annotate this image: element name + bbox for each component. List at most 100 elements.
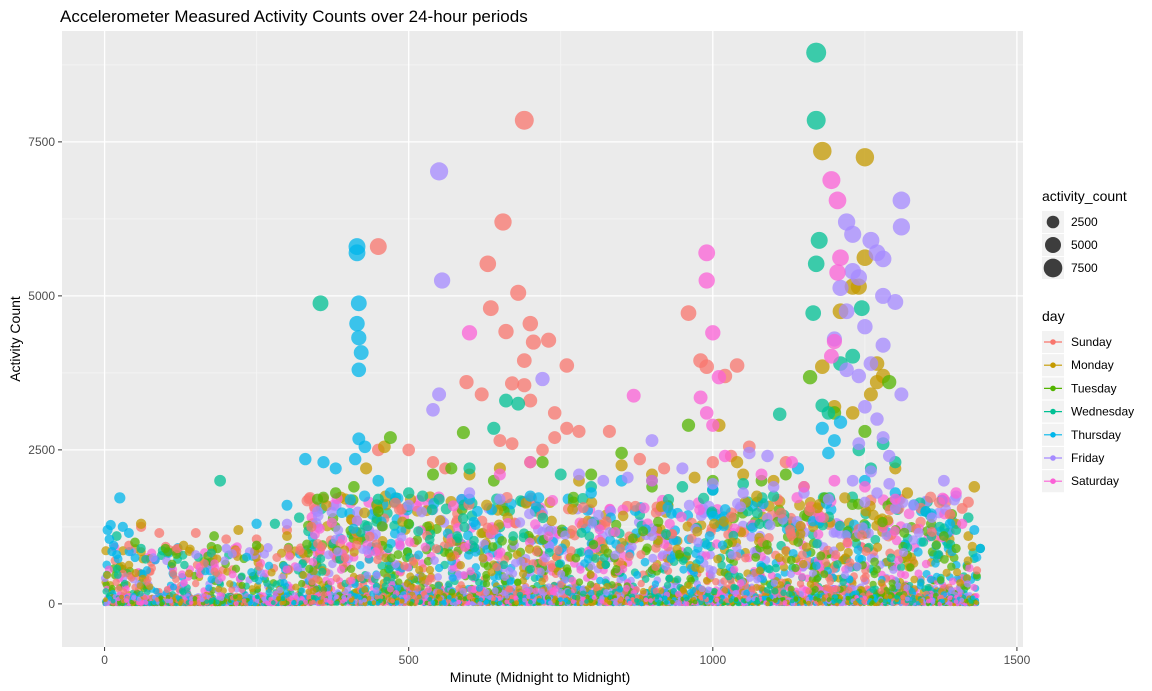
- background-point: [804, 505, 815, 517]
- background-point: [593, 509, 604, 521]
- background-point: [247, 593, 254, 600]
- background-point: [771, 587, 779, 595]
- background-point: [967, 541, 978, 552]
- background-point: [713, 554, 723, 564]
- background-point: [640, 557, 650, 567]
- background-point: [430, 556, 439, 565]
- background-point: [796, 580, 805, 588]
- background-point: [505, 585, 513, 593]
- background-point: [748, 585, 756, 593]
- background-point: [854, 554, 864, 563]
- background-point: [918, 537, 929, 547]
- background-point: [743, 589, 750, 597]
- background-point: [869, 586, 877, 594]
- background-point: [648, 553, 658, 563]
- background-point: [827, 586, 835, 594]
- dense-point-cloud: [100, 490, 982, 607]
- background-point: [452, 531, 463, 541]
- background-point: [751, 490, 763, 502]
- background-point: [264, 561, 274, 571]
- background-point: [169, 569, 178, 578]
- background-point: [956, 579, 964, 587]
- background-point: [889, 526, 900, 537]
- background-point: [356, 573, 365, 582]
- background-point: [596, 590, 603, 597]
- background-point: [112, 578, 120, 586]
- background-point: [972, 566, 982, 575]
- background-point: [298, 579, 306, 588]
- background-point: [835, 542, 846, 552]
- background-point: [502, 518, 514, 529]
- background-point: [770, 579, 779, 587]
- background-point: [584, 531, 595, 542]
- background-point: [456, 560, 465, 570]
- background-point: [633, 570, 642, 579]
- background-point: [394, 584, 402, 592]
- background-point: [192, 579, 200, 588]
- background-point: [948, 577, 957, 586]
- background-point: [425, 565, 435, 575]
- background-point: [488, 524, 499, 536]
- background-point: [586, 561, 596, 571]
- background-point: [525, 537, 535, 548]
- background-point: [693, 537, 703, 548]
- background-point: [185, 569, 194, 578]
- background-point: [508, 531, 519, 542]
- background-point: [758, 584, 766, 592]
- background-point: [557, 580, 565, 589]
- background-point: [685, 581, 693, 590]
- background-point: [263, 579, 271, 587]
- background-point: [347, 576, 356, 585]
- background-point: [470, 519, 481, 531]
- background-point: [601, 560, 611, 569]
- background-point: [413, 526, 424, 537]
- background-point: [872, 565, 881, 574]
- background-point: [516, 557, 526, 566]
- background-point: [710, 587, 718, 595]
- background-point: [797, 590, 805, 598]
- background-point: [704, 586, 712, 594]
- background-point: [665, 574, 673, 583]
- background-point: [721, 587, 729, 595]
- background-point: [603, 583, 611, 591]
- background-point: [120, 588, 128, 595]
- background-point: [651, 543, 661, 553]
- background-point: [679, 565, 688, 574]
- background-point: [220, 556, 229, 566]
- background-point: [965, 563, 974, 573]
- background-point: [812, 539, 822, 549]
- background-point: [415, 565, 424, 575]
- background-point: [872, 542, 883, 552]
- background-point: [886, 553, 896, 563]
- background-point: [446, 552, 456, 562]
- background-point: [683, 546, 693, 556]
- background-point: [514, 517, 526, 528]
- background-point: [501, 573, 509, 582]
- background-point: [320, 586, 328, 594]
- background-point: [936, 576, 945, 584]
- background-point: [553, 545, 563, 555]
- background-point: [861, 546, 871, 557]
- background-point: [786, 569, 796, 579]
- background-point: [530, 501, 542, 513]
- background-point: [942, 568, 951, 577]
- background-point: [771, 564, 781, 573]
- background-point: [868, 509, 879, 521]
- background-point: [152, 587, 160, 595]
- background-point: [663, 581, 672, 589]
- background-point: [590, 553, 600, 563]
- background-point: [931, 558, 940, 568]
- background-point: [651, 580, 660, 588]
- background-point: [916, 582, 924, 590]
- background-point: [921, 559, 931, 569]
- background-point: [434, 573, 443, 581]
- background-point: [638, 526, 649, 537]
- background-point: [712, 577, 720, 586]
- background-point: [359, 507, 370, 519]
- background-point: [424, 534, 435, 545]
- background-point: [963, 556, 973, 566]
- background-point: [327, 578, 335, 586]
- background-point: [940, 554, 949, 564]
- background-point: [206, 548, 216, 558]
- background-point: [434, 563, 444, 573]
